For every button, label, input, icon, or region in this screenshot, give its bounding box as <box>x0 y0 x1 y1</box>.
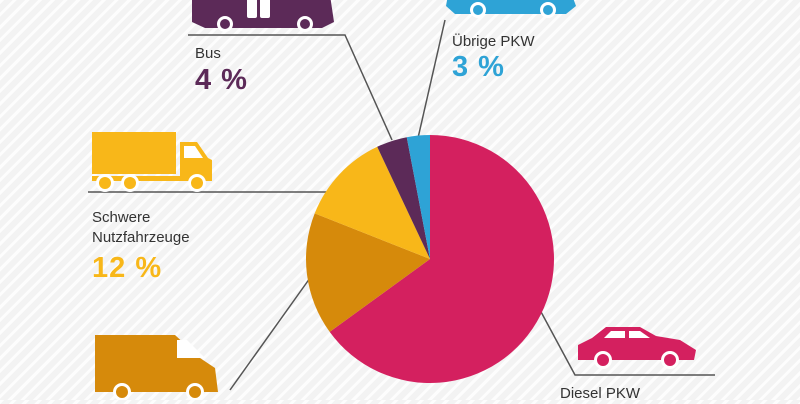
label-uebrige-pkw: Übrige PKW <box>452 33 535 50</box>
leader-line-diesel <box>539 309 715 376</box>
pie-slice--brige-pkw <box>406 135 430 259</box>
leader-line-uebrige <box>417 19 446 139</box>
label-schwere-line1: Schwere <box>92 209 151 226</box>
pie-slice-diesel-pkw <box>329 135 554 383</box>
value-schwere: 12 % <box>92 252 163 284</box>
label-schwere-line2: Nutzfahrzeuge <box>92 229 190 246</box>
value-bus: 4 % <box>195 64 248 96</box>
truck-icon <box>92 132 212 192</box>
sedan-icon <box>578 327 696 369</box>
label-diesel-pkw: Diesel PKW <box>560 385 641 402</box>
value-uebrige-pkw: 3 % <box>452 51 505 83</box>
pie-slice-bus <box>377 137 430 259</box>
pie-slice-slice-1 <box>305 213 430 332</box>
leader-line-bus <box>188 34 393 141</box>
label-bus: Bus <box>195 45 221 62</box>
pie-slice-schwere-nutzfahrzeuge <box>314 146 430 259</box>
pie-slices <box>305 135 554 383</box>
leader-line-van <box>229 277 311 391</box>
car-icon <box>446 0 576 18</box>
bus-icon <box>192 0 334 32</box>
van-icon <box>95 335 218 400</box>
